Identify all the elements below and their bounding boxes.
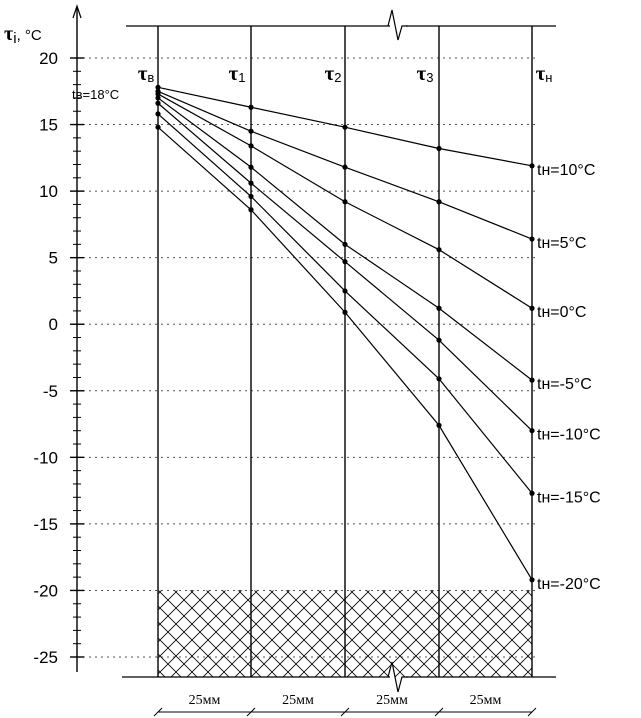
series-label: tн=-15°C (537, 489, 601, 506)
layer-thickness-label: 25мм (189, 693, 221, 708)
layer-thickness-label: 25мм (282, 693, 314, 708)
column-label: τ1 (229, 61, 246, 85)
y-tick-label: 5 (49, 249, 58, 268)
data-point (248, 128, 254, 134)
data-point (529, 377, 535, 383)
data-point (529, 490, 535, 496)
data-point (155, 95, 161, 101)
column-label: τ2 (325, 61, 342, 85)
inner-air-temperature-label: tв=18°C (72, 87, 119, 102)
data-point (436, 422, 442, 428)
data-point (155, 100, 161, 106)
y-tick-label: 20 (39, 49, 58, 68)
data-point (155, 84, 161, 90)
data-point (529, 163, 535, 169)
data-point (529, 428, 535, 434)
y-axis: 20 15 10 5 0 -5 -10 -15 -20 -25 (33, 4, 84, 672)
layer-thickness-label: 25мм (376, 693, 408, 708)
y-axis-arrow (72, 4, 82, 19)
data-point (248, 193, 254, 200)
data-point (248, 207, 254, 213)
y-tick-label: -5 (43, 382, 58, 401)
data-point (342, 164, 348, 170)
y-tick-label: 15 (39, 116, 58, 135)
data-point (342, 241, 348, 247)
break-mark-top (387, 9, 408, 41)
data-point (342, 309, 348, 315)
dimension-tick (246, 707, 256, 717)
data-point (436, 247, 442, 253)
data-point (529, 236, 535, 242)
data-point (155, 111, 161, 117)
data-point (342, 199, 348, 205)
y-tick-label: -25 (33, 648, 58, 667)
data-point (436, 376, 442, 382)
gridlines (77, 57, 538, 658)
layer-thickness-label: 25мм (470, 693, 502, 708)
data-point (155, 91, 161, 97)
column-label: τв (138, 61, 155, 85)
series-label: tн=5°C (537, 235, 586, 252)
data-point (248, 143, 254, 149)
series-label: tн=10°C (537, 162, 595, 179)
dimension-tick (434, 707, 444, 717)
dimension-tick (527, 707, 537, 717)
dimension-tick (340, 707, 350, 717)
data-point (529, 577, 535, 583)
break-mark-bottom (387, 661, 408, 693)
series-label: tн=0°C (537, 304, 586, 321)
data-point (342, 288, 348, 294)
data-point (436, 145, 442, 152)
data-point (529, 305, 535, 311)
data-point (248, 180, 254, 186)
y-tick-label: 10 (39, 182, 58, 201)
dimension-tick (153, 707, 163, 717)
series-label: tн=-5°C (537, 376, 592, 393)
data-point (155, 124, 161, 130)
series-lines (155, 84, 535, 583)
y-tick-label: -20 (33, 581, 58, 600)
series-label: tн=-10°C (537, 427, 601, 444)
data-point (436, 337, 442, 343)
data-point (436, 199, 442, 205)
y-tick-label: -10 (33, 448, 58, 467)
data-point (342, 124, 348, 130)
column-label: τ3 (417, 61, 434, 85)
series-label: tн=-20°C (537, 576, 601, 593)
y-tick-label: 0 (49, 315, 58, 334)
y-tick-label: -15 (33, 515, 58, 534)
chart-labels: 25мм 25мм 25мм 25мм τi, °C τв τ1 τ2 τ3 τн tв=18°C t… (4, 23, 601, 708)
wall-frame (122, 9, 556, 717)
y-axis-title: τi, °C (4, 23, 42, 47)
data-point (248, 104, 254, 110)
data-point (436, 305, 442, 311)
data-point (248, 164, 254, 170)
column-label: τн (536, 61, 553, 85)
data-point (342, 259, 348, 265)
